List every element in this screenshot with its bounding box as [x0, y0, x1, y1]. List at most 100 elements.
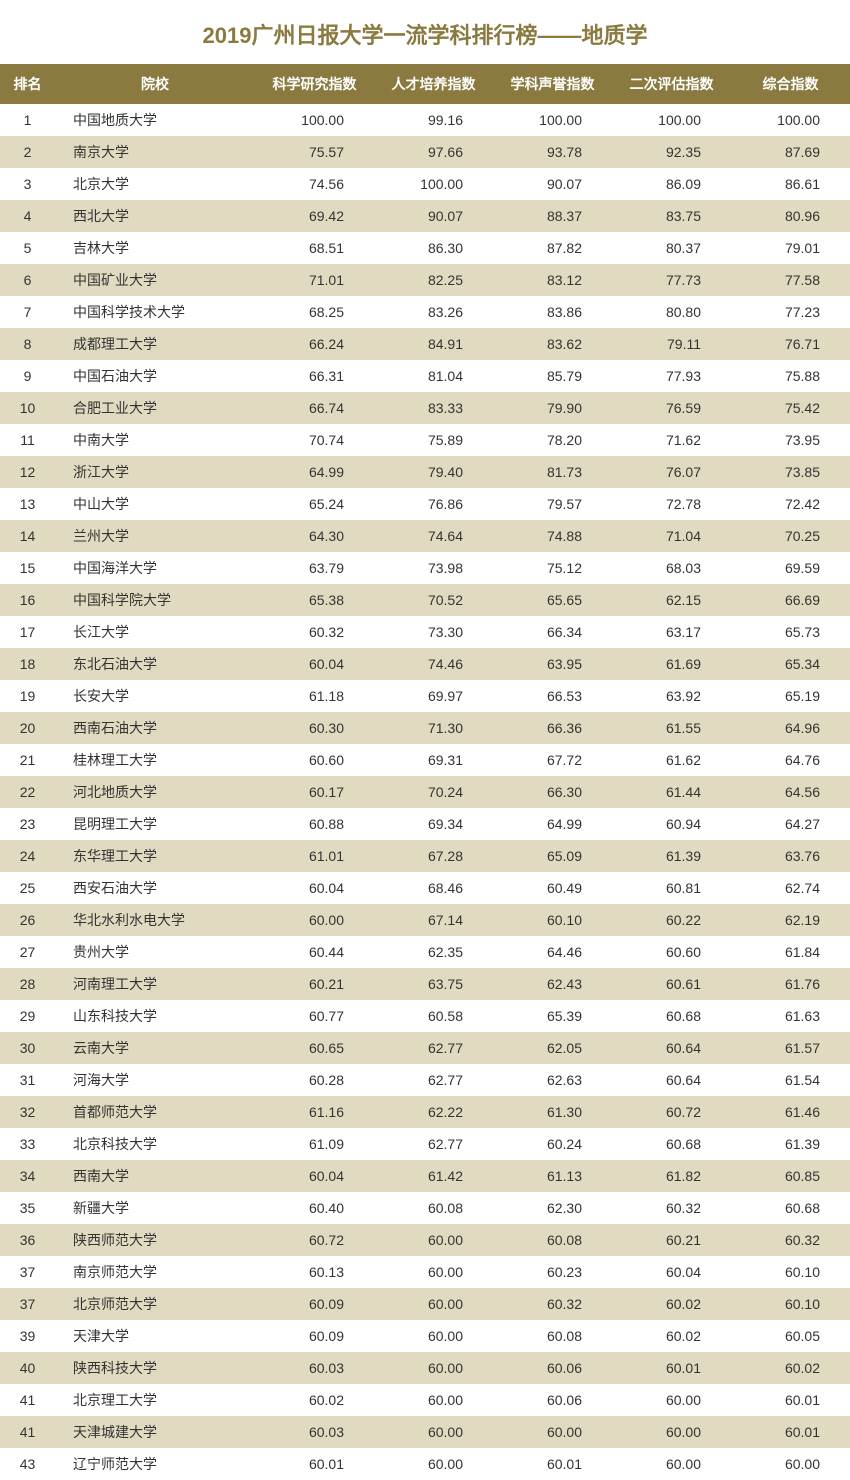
- table-cell: 12: [0, 456, 55, 488]
- table-cell: 60.04: [255, 872, 374, 904]
- table-cell: 40: [0, 1352, 55, 1384]
- table-cell: 60.00: [374, 1352, 493, 1384]
- table-cell: 76.71: [731, 328, 850, 360]
- table-cell: 77.73: [612, 264, 731, 296]
- table-cell: 70.74: [255, 424, 374, 456]
- table-cell: 78.20: [493, 424, 612, 456]
- table-cell: 长江大学: [55, 616, 255, 648]
- table-cell: 中国石油大学: [55, 360, 255, 392]
- table-cell: 79.11: [612, 328, 731, 360]
- table-cell: 中山大学: [55, 488, 255, 520]
- table-cell: 77.23: [731, 296, 850, 328]
- table-cell: 69.34: [374, 808, 493, 840]
- table-cell: 61.46: [731, 1096, 850, 1128]
- table-cell: 68.51: [255, 232, 374, 264]
- table-cell: 南京大学: [55, 136, 255, 168]
- table-cell: 32: [0, 1096, 55, 1128]
- table-cell: 60.00: [612, 1416, 731, 1448]
- table-cell: 西南大学: [55, 1160, 255, 1192]
- table-cell: 60.30: [255, 712, 374, 744]
- table-cell: 60.32: [612, 1192, 731, 1224]
- table-cell: 68.03: [612, 552, 731, 584]
- table-cell: 中南大学: [55, 424, 255, 456]
- table-cell: 10: [0, 392, 55, 424]
- table-row: 18东北石油大学60.0474.4663.9561.6965.34: [0, 648, 850, 680]
- table-cell: 辽宁师范大学: [55, 1448, 255, 1480]
- table-cell: 60.68: [612, 1128, 731, 1160]
- table-cell: 21: [0, 744, 55, 776]
- table-cell: 65.39: [493, 1000, 612, 1032]
- table-cell: 66.31: [255, 360, 374, 392]
- table-cell: 60.06: [493, 1352, 612, 1384]
- table-cell: 62.77: [374, 1064, 493, 1096]
- table-cell: 18: [0, 648, 55, 680]
- table-cell: 60.00: [374, 1448, 493, 1480]
- table-cell: 65.38: [255, 584, 374, 616]
- table-row: 25西安石油大学60.0468.4660.4960.8162.74: [0, 872, 850, 904]
- table-cell: 长安大学: [55, 680, 255, 712]
- table-cell: 71.30: [374, 712, 493, 744]
- table-cell: 75.89: [374, 424, 493, 456]
- table-row: 22河北地质大学60.1770.2466.3061.4464.56: [0, 776, 850, 808]
- table-cell: 河北地质大学: [55, 776, 255, 808]
- table-cell: 41: [0, 1384, 55, 1416]
- table-cell: 60.00: [612, 1448, 731, 1480]
- table-cell: 65.09: [493, 840, 612, 872]
- table-cell: 31: [0, 1064, 55, 1096]
- table-cell: 60.61: [612, 968, 731, 1000]
- table-row: 19长安大学61.1869.9766.5363.9265.19: [0, 680, 850, 712]
- table-cell: 74.88: [493, 520, 612, 552]
- table-cell: 17: [0, 616, 55, 648]
- table-cell: 60.00: [374, 1320, 493, 1352]
- table-cell: 61.39: [612, 840, 731, 872]
- table-cell: 天津大学: [55, 1320, 255, 1352]
- table-cell: 北京大学: [55, 168, 255, 200]
- table-cell: 66.34: [493, 616, 612, 648]
- table-cell: 86.61: [731, 168, 850, 200]
- table-cell: 61.76: [731, 968, 850, 1000]
- table-cell: 60.09: [255, 1288, 374, 1320]
- table-cell: 61.57: [731, 1032, 850, 1064]
- table-row: 30云南大学60.6562.7762.0560.6461.57: [0, 1032, 850, 1064]
- table-cell: 14: [0, 520, 55, 552]
- table-cell: 61.30: [493, 1096, 612, 1128]
- table-cell: 60.60: [255, 744, 374, 776]
- table-cell: 山东科技大学: [55, 1000, 255, 1032]
- table-cell: 中国科学院大学: [55, 584, 255, 616]
- table-cell: 71.01: [255, 264, 374, 296]
- table-cell: 71.04: [612, 520, 731, 552]
- table-cell: 79.01: [731, 232, 850, 264]
- table-cell: 5: [0, 232, 55, 264]
- table-row: 13中山大学65.2476.8679.5772.7872.42: [0, 488, 850, 520]
- table-cell: 60.32: [493, 1288, 612, 1320]
- table-row: 15中国海洋大学63.7973.9875.1268.0369.59: [0, 552, 850, 584]
- table-cell: 28: [0, 968, 55, 1000]
- table-cell: 64.99: [493, 808, 612, 840]
- table-cell: 中国海洋大学: [55, 552, 255, 584]
- col-school: 院校: [55, 64, 255, 104]
- col-talent: 人才培养指数: [374, 64, 493, 104]
- table-cell: 62.35: [374, 936, 493, 968]
- table-row: 1中国地质大学100.0099.16100.00100.00100.00: [0, 104, 850, 136]
- table-row: 39天津大学60.0960.0060.0860.0260.05: [0, 1320, 850, 1352]
- table-cell: 16: [0, 584, 55, 616]
- table-cell: 61.09: [255, 1128, 374, 1160]
- table-row: 26华北水利水电大学60.0067.1460.1060.2262.19: [0, 904, 850, 936]
- table-cell: 66.53: [493, 680, 612, 712]
- table-cell: 61.82: [612, 1160, 731, 1192]
- table-row: 17长江大学60.3273.3066.3463.1765.73: [0, 616, 850, 648]
- table-row: 11中南大学70.7475.8978.2071.6273.95: [0, 424, 850, 456]
- table-cell: 60.00: [374, 1416, 493, 1448]
- table-row: 41天津城建大学60.0360.0060.0060.0060.01: [0, 1416, 850, 1448]
- table-cell: 85.79: [493, 360, 612, 392]
- col-rank: 排名: [0, 64, 55, 104]
- table-row: 7中国科学技术大学68.2583.2683.8680.8077.23: [0, 296, 850, 328]
- table-cell: 64.30: [255, 520, 374, 552]
- table-cell: 60.10: [731, 1288, 850, 1320]
- table-cell: 29: [0, 1000, 55, 1032]
- table-cell: 60.06: [493, 1384, 612, 1416]
- table-cell: 70.52: [374, 584, 493, 616]
- table-cell: 63.79: [255, 552, 374, 584]
- table-cell: 83.12: [493, 264, 612, 296]
- table-cell: 西南石油大学: [55, 712, 255, 744]
